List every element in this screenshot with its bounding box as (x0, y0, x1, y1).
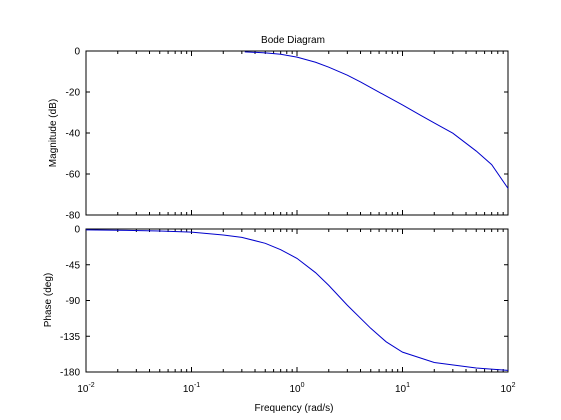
frequency-tick-labels: 10-2 10-1 100 101 102 (77, 382, 515, 395)
x-tick-base: 10 (77, 384, 89, 395)
x-tick-base: 10 (289, 384, 301, 395)
y-tick-label: -40 (66, 129, 81, 140)
x-tick-label: 10-1 (183, 382, 200, 395)
chart-title: Bode Diagram (261, 35, 325, 46)
x-tick-label: 10-2 (77, 382, 94, 395)
x-tick-label: 101 (395, 382, 410, 395)
y-tick-label: -90 (66, 296, 81, 307)
y-tick-label: -135 (60, 332, 80, 343)
phase-axes-frame (85, 228, 509, 373)
x-tick-exponent: 2 (512, 382, 516, 389)
magnitude-panel: 0 -20 -40 -60 -80 Magnitude (dB) (48, 47, 509, 222)
y-tick-label: -60 (66, 170, 81, 181)
phase-curve (85, 229, 509, 371)
phase-panel: 0 -45 -90 -135 -180 Phase (deg) (43, 225, 509, 379)
frequency-axis-label: Frequency (rad/s) (255, 403, 334, 414)
magnitude-curve (244, 51, 509, 189)
y-tick-label: 0 (74, 225, 80, 236)
x-tick-label: 102 (500, 382, 515, 395)
y-tick-label: -20 (66, 88, 81, 99)
x-tick-base: 10 (183, 384, 195, 395)
x-tick-exponent: -2 (88, 382, 94, 389)
x-tick-exponent: 1 (406, 382, 410, 389)
magnitude-axis-label: Magnitude (dB) (48, 99, 59, 167)
x-tick-base: 10 (500, 384, 512, 395)
magnitude-axes-frame (85, 50, 509, 216)
x-tick-label: 100 (289, 382, 304, 395)
y-tick-label: -80 (66, 211, 81, 222)
y-tick-label: 0 (74, 47, 80, 58)
x-tick-base: 10 (395, 384, 407, 395)
x-tick-exponent: 0 (301, 382, 305, 389)
y-tick-label: -180 (60, 368, 80, 379)
phase-axis-label: Phase (deg) (43, 273, 54, 327)
x-tick-exponent: -1 (194, 382, 200, 389)
y-tick-label: -45 (66, 260, 81, 271)
